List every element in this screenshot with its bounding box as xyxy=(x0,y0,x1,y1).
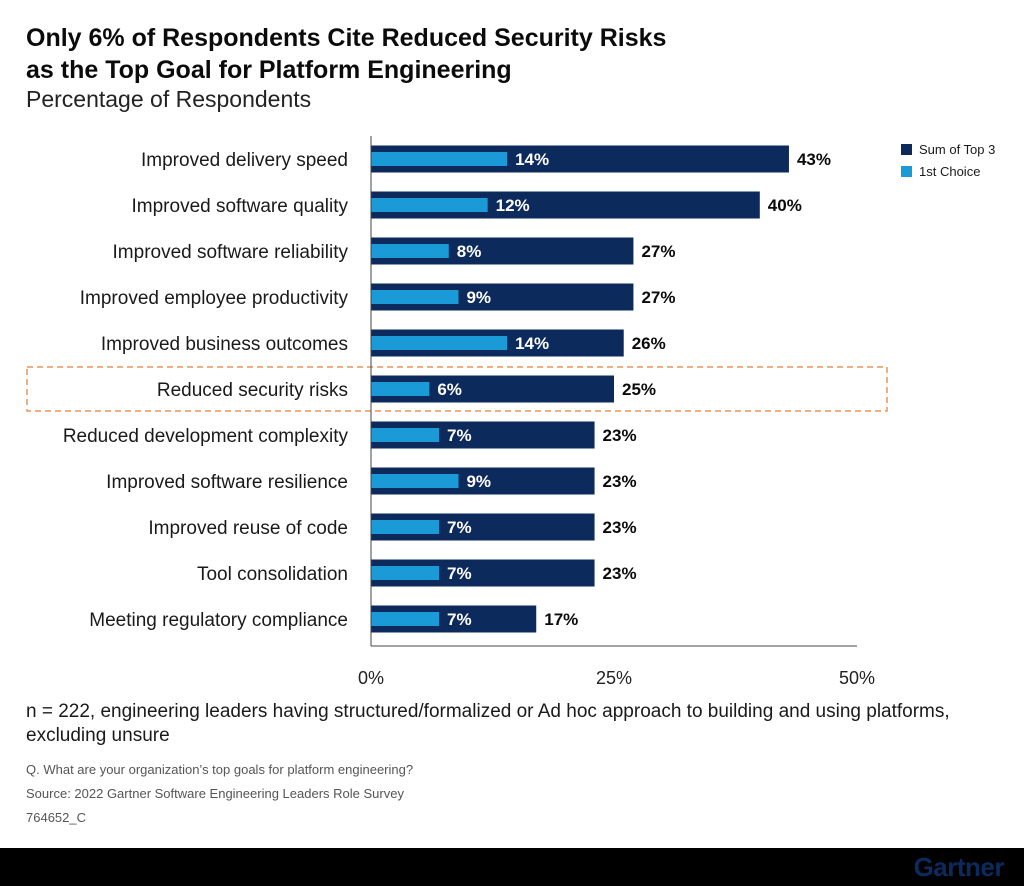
footer-bar: Gartner xyxy=(0,848,1024,886)
category-label-reduced-security-risks: Reduced security risks xyxy=(157,380,348,401)
legend-swatch-sum-top3 xyxy=(901,144,912,155)
bar-first-choice-reduced-security-risks xyxy=(371,382,430,396)
highlight-box xyxy=(26,366,888,412)
category-label-meeting-regulatory-compliance: Meeting regulatory compliance xyxy=(89,610,348,631)
category-label-improved-software-reliability: Improved software reliability xyxy=(113,242,349,263)
legend-swatch-first-choice xyxy=(901,166,912,177)
bar-first-choice-tool-consolidation xyxy=(371,566,440,580)
value-label-sum-top3-improved-software-resilience: 23% xyxy=(603,472,637,491)
chart-legend: Sum of Top 3 1st Choice xyxy=(901,142,999,186)
value-label-first-choice-improved-delivery-speed: 14% xyxy=(515,150,549,169)
bar-first-choice-improved-software-reliability xyxy=(371,244,449,258)
value-label-first-choice-improved-software-quality: 12% xyxy=(496,196,530,215)
value-label-first-choice-improved-business-outcomes: 14% xyxy=(515,334,549,353)
value-label-first-choice-reduced-security-risks: 6% xyxy=(437,380,462,399)
bar-first-choice-improved-reuse-of-code xyxy=(371,520,440,534)
survey-question: Q. What are your organization’s top goal… xyxy=(26,762,414,777)
bar-first-choice-improved-employee-productivity xyxy=(371,290,459,304)
value-label-sum-top3-reduced-security-risks: 25% xyxy=(622,380,656,399)
value-label-sum-top3-improved-delivery-speed: 43% xyxy=(797,150,831,169)
chart-subtitle: Percentage of Respondents xyxy=(26,86,312,112)
value-label-first-choice-reduced-development-complexity: 7% xyxy=(447,426,472,445)
bar-first-choice-meeting-regulatory-compliance xyxy=(371,612,440,626)
legend-label-sum-top3: Sum of Top 3 xyxy=(919,142,996,157)
x-tick-label-0: 0% xyxy=(358,668,384,688)
category-label-improved-delivery-speed: Improved delivery speed xyxy=(141,150,348,171)
sample-note: n = 222, engineering leaders having stru… xyxy=(26,701,950,746)
value-label-sum-top3-meeting-regulatory-compliance: 17% xyxy=(544,610,578,629)
value-label-sum-top3-improved-business-outcomes: 26% xyxy=(632,334,666,353)
bar-first-choice-improved-software-quality xyxy=(371,198,488,212)
value-label-first-choice-meeting-regulatory-compliance: 7% xyxy=(447,610,472,629)
value-label-sum-top3-reduced-development-complexity: 23% xyxy=(603,426,637,445)
category-label-tool-consolidation: Tool consolidation xyxy=(197,564,348,585)
document-id: 764652_C xyxy=(26,810,86,825)
category-label-improved-employee-productivity: Improved employee productivity xyxy=(80,288,349,309)
chart-title-line-1: Only 6% of Respondents Cite Reduced Secu… xyxy=(26,24,667,52)
value-label-sum-top3-improved-employee-productivity: 27% xyxy=(641,288,675,307)
value-label-first-choice-improved-employee-productivity: 9% xyxy=(466,288,491,307)
category-label-reduced-development-complexity: Reduced development complexity xyxy=(63,426,349,447)
bar-first-choice-reduced-development-complexity xyxy=(371,428,440,442)
value-label-sum-top3-improved-software-quality: 40% xyxy=(768,196,802,215)
chart-title: Only 6% of Respondents Cite Reduced Secu… xyxy=(26,22,926,86)
legend-item-first-choice: 1st Choice xyxy=(901,164,999,180)
legend-label-first-choice: 1st Choice xyxy=(919,164,981,179)
value-label-sum-top3-tool-consolidation: 23% xyxy=(603,564,637,583)
value-label-first-choice-improved-software-reliability: 8% xyxy=(457,242,482,261)
chart-title-line-2: as the Top Goal for Platform Engineering xyxy=(26,56,512,84)
value-label-sum-top3-improved-software-reliability: 27% xyxy=(641,242,675,261)
category-label-improved-reuse-of-code: Improved reuse of code xyxy=(148,518,348,539)
x-tick-label-25: 25% xyxy=(596,668,632,688)
bar-chart: Improved delivery speed 14% 43% Improved so… xyxy=(26,136,888,688)
category-label-improved-software-quality: Improved software quality xyxy=(132,196,349,217)
value-label-first-choice-tool-consolidation: 7% xyxy=(447,564,472,583)
value-label-first-choice-improved-software-resilience: 9% xyxy=(466,472,491,491)
x-tick-label-50: 50% xyxy=(839,668,875,688)
bar-first-choice-improved-software-resilience xyxy=(371,474,459,488)
legend-item-sum-top3: Sum of Top 3 xyxy=(901,142,999,158)
category-label-improved-software-resilience: Improved software resilience xyxy=(106,472,348,493)
value-label-sum-top3-improved-reuse-of-code: 23% xyxy=(603,518,637,537)
category-label-improved-business-outcomes: Improved business outcomes xyxy=(101,334,348,355)
source-note: Source: 2022 Gartner Software Engineerin… xyxy=(26,786,404,801)
bar-first-choice-improved-business-outcomes xyxy=(371,336,508,350)
value-label-first-choice-improved-reuse-of-code: 7% xyxy=(447,518,472,537)
gartner-logo: Gartner xyxy=(913,852,1005,882)
bar-first-choice-improved-delivery-speed xyxy=(371,152,508,166)
